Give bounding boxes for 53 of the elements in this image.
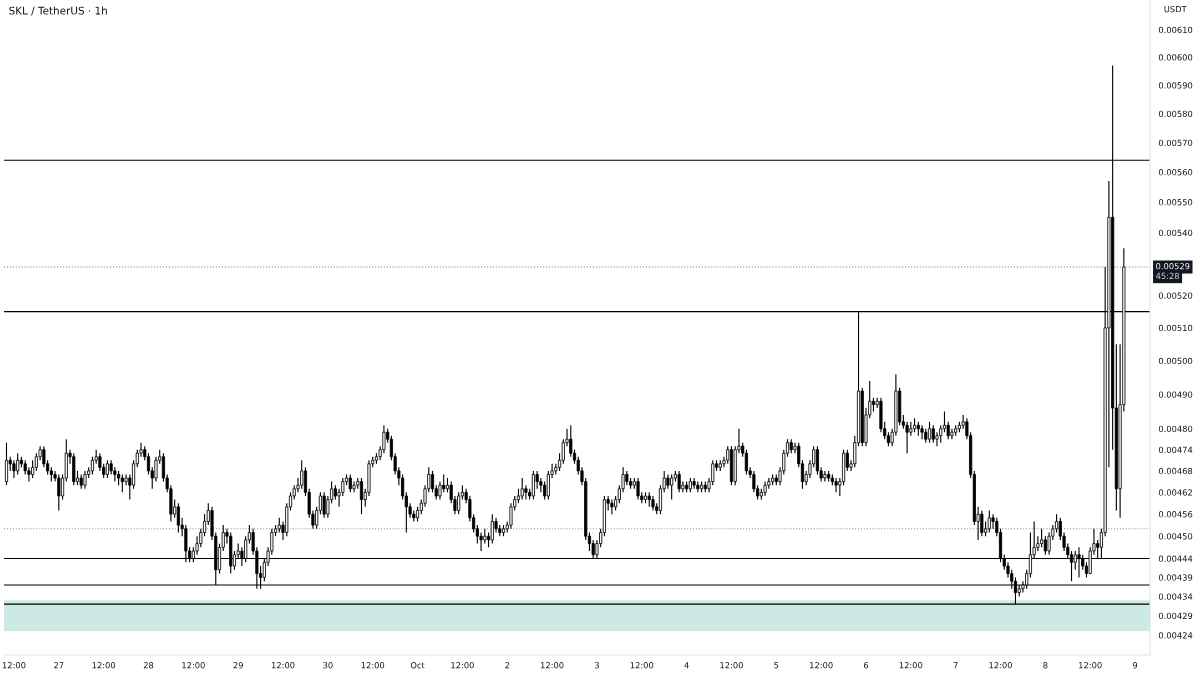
- x-tick-label: 12:00: [810, 662, 833, 669]
- y-tick-label: 0.00474: [1158, 446, 1193, 453]
- y-tick-label: 0.00560: [1158, 169, 1193, 176]
- y-tick-label: 0.00580: [1158, 110, 1193, 117]
- y-tick-label: 0.00550: [1158, 199, 1193, 206]
- y-tick-label: 0.00468: [1158, 467, 1193, 475]
- x-tick-label: 12:00: [2, 662, 26, 669]
- x-tick-label: 30: [323, 662, 333, 669]
- y-tick-label: 0.00600: [1158, 54, 1193, 61]
- y-tick-label: 0.00434: [1158, 593, 1193, 600]
- x-tick-label: 27: [54, 662, 64, 669]
- x-tick-label: 12:00: [1079, 662, 1102, 669]
- x-tick-label: 12:00: [720, 662, 743, 669]
- x-tick-label: 6: [863, 662, 869, 669]
- text: 45:28: [1155, 272, 1179, 280]
- x-tick-label: 12:00: [271, 662, 295, 669]
- y-tick-label: 0.00590: [1158, 82, 1193, 89]
- x-tick-label: 12:00: [989, 662, 1012, 669]
- y-axis-title: USDT: [1164, 5, 1187, 13]
- x-tick-label: 5: [774, 662, 779, 669]
- x-tick-label: 12:00: [451, 662, 474, 669]
- x-tick-label: 8: [1043, 662, 1048, 669]
- y-tick-label: 0.00610: [1158, 26, 1193, 34]
- x-tick-label: 12:00: [182, 662, 205, 669]
- x-tick-label: 12:00: [361, 662, 385, 669]
- x-tick-label: Oct: [410, 662, 425, 669]
- x-tick-label: 12:00: [630, 662, 654, 669]
- y-tick-label: 0.00439: [1158, 574, 1193, 581]
- x-tick-label: 2: [505, 662, 510, 669]
- x-tick-label: 7: [953, 662, 958, 669]
- y-tick-label: 0.00429: [1158, 612, 1193, 620]
- y-tick-label: 0.00424: [1158, 632, 1193, 639]
- y-tick-label: 0.00500: [1158, 357, 1193, 365]
- y-tick-label: 0.00456: [1158, 511, 1193, 518]
- y-tick-label: 0.00444: [1158, 555, 1193, 562]
- y-tick-label: 0.00520: [1158, 292, 1193, 299]
- y-tick-label: 0.00570: [1158, 139, 1193, 146]
- x-tick-label: 9: [1132, 662, 1138, 669]
- x-tick-label: 12:00: [92, 662, 116, 669]
- y-tick-label: 0.00480: [1158, 425, 1193, 433]
- ref-line-label: 0.00529: [1156, 263, 1190, 270]
- x-tick-label: 3: [594, 662, 599, 669]
- x-tick-label: 12:00: [899, 662, 923, 669]
- text: SKL / TetherUS · 1h: [9, 6, 107, 16]
- x-tick-label: 28: [143, 662, 154, 669]
- y-tick-label: 0.00490: [1158, 391, 1193, 398]
- x-tick-label: 4: [684, 662, 689, 669]
- y-tick-label: 0.00510: [1158, 324, 1193, 332]
- y-tick-label: 0.00450: [1158, 533, 1193, 540]
- x-tick-label: 29: [233, 662, 243, 669]
- y-tick-label: 0.00540: [1158, 229, 1193, 236]
- y-tick-label: 0.00462: [1158, 489, 1192, 496]
- x-tick-label: 12:00: [540, 662, 564, 669]
